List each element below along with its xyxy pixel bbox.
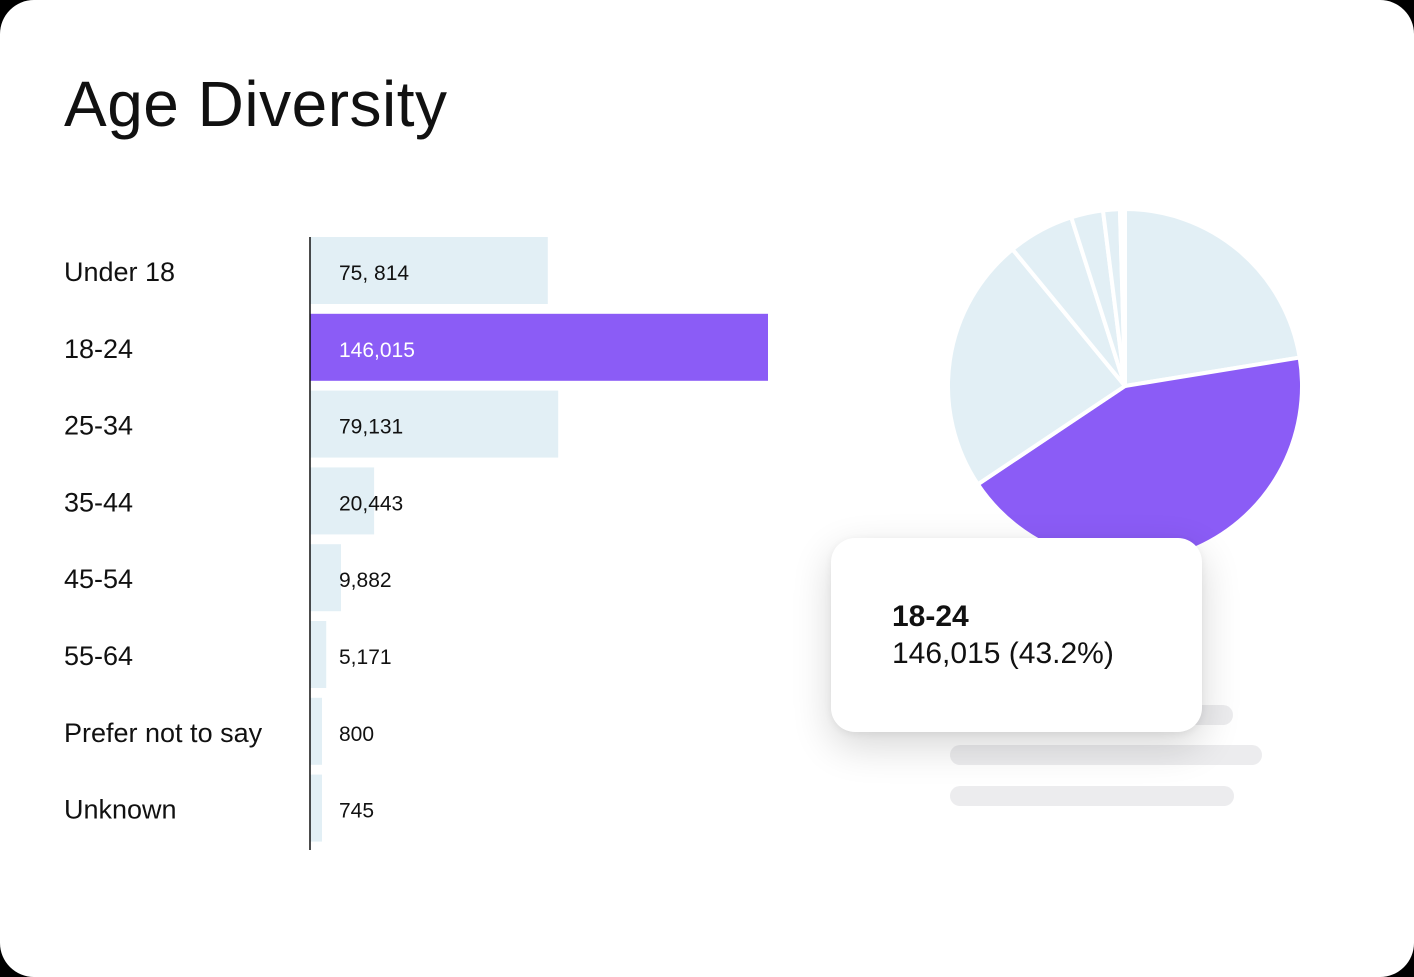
value-label: 20,443 <box>339 492 403 515</box>
pie-slice[interactable] <box>1120 207 1127 388</box>
bar[interactable] <box>310 544 341 612</box>
bar[interactable] <box>310 467 375 535</box>
category-label: 55-64 <box>64 641 133 671</box>
placeholder-line <box>950 745 1262 765</box>
bar[interactable] <box>310 774 322 842</box>
pie-slice[interactable] <box>946 247 1127 487</box>
category-label: 35-44 <box>64 487 133 517</box>
value-label: 79,131 <box>339 416 403 439</box>
bar[interactable] <box>310 237 548 304</box>
chart-title: Age Diversity <box>64 68 448 140</box>
value-label: 9,882 <box>339 569 392 592</box>
pie-tooltip: 18-24 146,015 (43.2%) <box>831 538 1202 732</box>
value-label: 745 <box>339 800 374 823</box>
bar[interactable] <box>310 390 559 458</box>
value-label: 800 <box>339 723 374 746</box>
category-label: 25-34 <box>64 411 133 441</box>
bar[interactable] <box>310 621 327 688</box>
category-label: Prefer not to say <box>64 718 263 748</box>
tooltip-value: 146,015 (43.2%) <box>892 637 1114 670</box>
value-label: 146,015 <box>339 339 415 362</box>
tooltip-label: 18-24 <box>892 600 969 633</box>
category-label: Under 18 <box>64 257 175 287</box>
bar[interactable] <box>310 697 322 765</box>
value-label: 5,171 <box>339 646 392 669</box>
category-label: 45-54 <box>64 564 133 594</box>
category-label: 18-24 <box>64 334 133 364</box>
pie-slice[interactable] <box>1123 207 1302 388</box>
bar-chart: Under 18 75, 814 18-24 146,015 25-34 79,131 35… <box>64 237 768 850</box>
bar-highlighted[interactable] <box>310 313 768 381</box>
value-label: 75, 814 <box>339 262 409 285</box>
placeholder-line <box>950 786 1234 806</box>
category-label: Unknown <box>64 795 177 825</box>
